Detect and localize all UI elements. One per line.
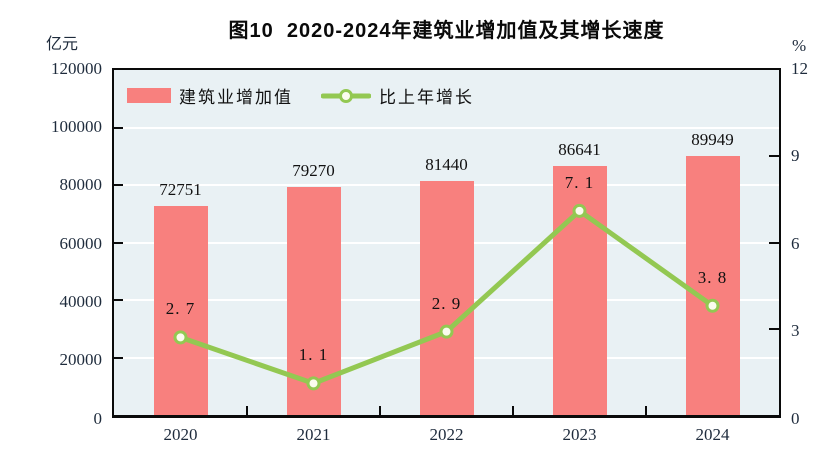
y-axis-left-tick-label: 40000: [59, 291, 103, 311]
plot-area-inner: 建筑业增加值 比上年增长 72751 79270 81440 86641 89949 2.…: [114, 70, 779, 415]
legend-label-bar-series: 建筑业增加值: [179, 88, 293, 107]
line-value-label: 1. 1: [298, 345, 329, 365]
y-axis-right-tick-label: 6: [791, 233, 800, 253]
bar-value-label: 79270: [292, 161, 335, 181]
line-value-label: 2. 7: [165, 299, 196, 319]
legend-label-line-series: 比上年增长: [379, 88, 474, 107]
x-axis-tick: [645, 406, 647, 415]
line-marker-swatch-icon: [321, 88, 371, 103]
line-value-label: 3. 8: [697, 267, 728, 287]
x-axis-tick-label: 2023: [562, 425, 597, 444]
right-axis-tick: [769, 241, 779, 244]
x-axis-tick: [246, 406, 248, 415]
legend-item-line-series: 比上年增长: [321, 83, 474, 108]
y-axis-left-tick-label: 60000: [59, 233, 103, 253]
line-marker-2023: [572, 203, 587, 218]
gridline: [114, 126, 779, 129]
legend: 建筑业增加值 比上年增长: [127, 83, 474, 108]
left-axis-tick: [114, 241, 123, 244]
plot-area: 建筑业增加值 比上年增长 72751 79270 81440 86641 89949 2.…: [112, 68, 781, 418]
x-axis-tick-label: 2024: [695, 425, 730, 444]
line-marker-2024: [705, 298, 720, 313]
left-axis-unit-label: 亿元: [46, 36, 79, 53]
line-value-label: 7. 1: [564, 172, 595, 192]
bar-value-label: 81440: [425, 154, 468, 174]
right-axis-unit-label: %: [792, 36, 807, 55]
bar-2024: [685, 156, 740, 415]
x-axis-tick: [512, 406, 514, 415]
right-axis-tick: [769, 327, 779, 330]
line-marker-2021: [306, 376, 321, 391]
x-axis-tick-label: 2021: [296, 425, 331, 444]
y-axis-right-tick-label: 12: [791, 58, 808, 78]
line-value-label: 2. 9: [431, 293, 462, 313]
chart-title: 图10 2020-2024年建筑业增加值及其增长速度: [228, 20, 665, 42]
y-axis-right-tick-label: 9: [791, 146, 800, 165]
y-axis-left-tick-label: 20000: [59, 350, 103, 370]
line-marker-2020: [173, 330, 188, 345]
left-axis-tick: [114, 126, 123, 129]
y-axis-left-tick-label: 100000: [51, 116, 102, 136]
x-axis-tick-label: 2022: [429, 425, 464, 444]
line-marker-2022: [439, 324, 454, 339]
y-axis-right-tick-label: 3: [791, 321, 800, 340]
x-axis-tick: [379, 406, 381, 415]
bar-value-label: 86641: [558, 139, 601, 159]
right-axis-tick: [769, 155, 779, 158]
left-axis-tick: [114, 356, 123, 359]
bar-value-label: 72751: [159, 179, 202, 199]
bar-swatch-icon: [127, 88, 171, 103]
growth-line-chart: [173, 203, 720, 391]
legend-item-bar-series: 建筑业增加值: [127, 83, 293, 108]
y-axis-left-tick-label: 0: [93, 408, 103, 428]
bar-value-label: 89949: [691, 130, 734, 150]
x-axis-tick-label: 2020: [163, 425, 198, 444]
left-axis-tick: [114, 299, 123, 301]
y-axis-left-tick-label: 80000: [59, 175, 103, 195]
left-axis-tick: [114, 184, 123, 186]
y-axis-left-tick-label: 120000: [51, 58, 102, 78]
bar-2022: [419, 180, 474, 415]
y-axis-right-tick-label: 0: [791, 408, 800, 428]
bar-2020: [153, 205, 208, 415]
